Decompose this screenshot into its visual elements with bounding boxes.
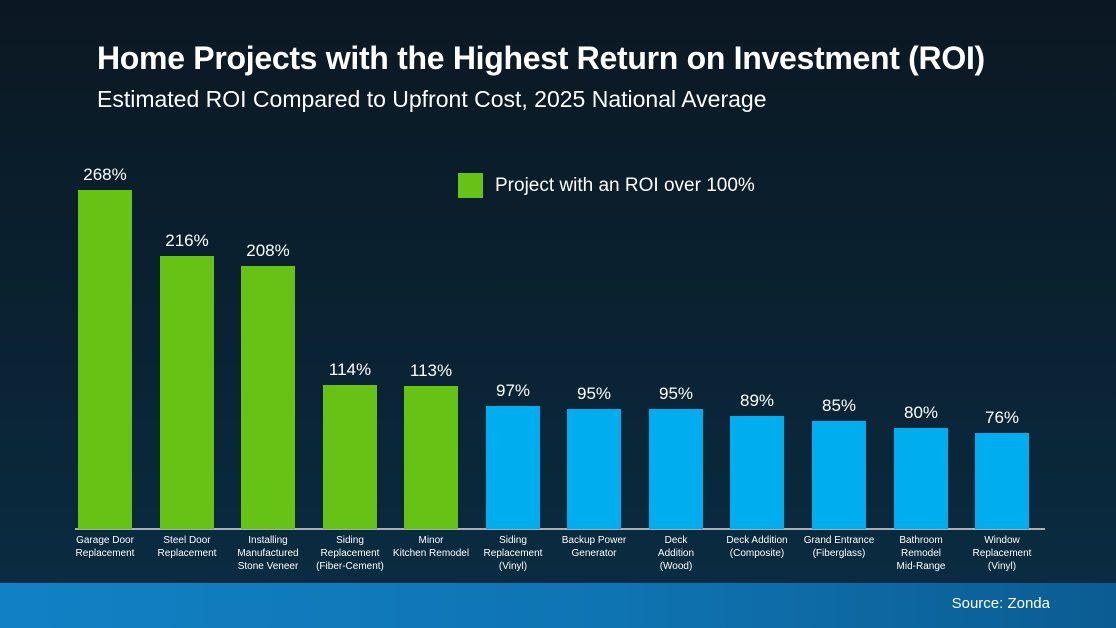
bar-value-label: 97% — [495, 381, 531, 400]
bar — [975, 433, 1029, 529]
bar-category-label: Steel Door Replacement — [157, 535, 217, 559]
bar — [894, 428, 948, 529]
bar-category-label: Deck Addition (Composite) — [726, 535, 788, 559]
bar-category-label: Garage Door Replacement — [75, 535, 135, 559]
bar-category-label: Window Replacement (Vinyl) — [972, 535, 1032, 572]
bar — [649, 409, 703, 529]
bar-value-label: 95% — [658, 384, 694, 403]
bar-value-label: 89% — [739, 391, 775, 410]
bar-category-label: Bathroom Remodel Mid-Range — [896, 535, 946, 572]
bar-value-label: 76% — [984, 408, 1020, 427]
bar — [730, 416, 784, 529]
bar — [78, 190, 132, 529]
bar-value-label: 113% — [409, 361, 453, 380]
bar-category-label: Backup Power Generator — [561, 535, 627, 559]
bar — [486, 406, 540, 529]
bar-value-label: 208% — [246, 241, 290, 260]
bar-value-label: 268% — [83, 165, 127, 184]
chart-title: Home Projects with the Highest Return on… — [97, 40, 985, 76]
bar — [812, 421, 866, 529]
bar-category-label: Deck Addition (Wood) — [657, 535, 695, 572]
source-attribution: Source: Zonda — [951, 595, 1050, 612]
bar-value-label: 80% — [903, 403, 939, 422]
bar — [241, 266, 295, 529]
bar-category-label: Grand Entrance (Fiberglass) — [803, 535, 875, 559]
legend: Project with an ROI over 100% — [458, 173, 755, 198]
bar-category-label: Siding Replacement (Fiber-Cement) — [316, 535, 384, 572]
bar — [567, 409, 621, 529]
bar — [404, 386, 458, 529]
bar-category-label: Installing Manufactured Stone Veneer — [237, 535, 299, 572]
legend-label: Project with an ROI over 100% — [495, 174, 755, 196]
bar-value-label: 114% — [328, 360, 372, 379]
bar-value-label: 216% — [165, 231, 209, 250]
bar — [160, 256, 214, 529]
bar-value-label: 95% — [576, 384, 612, 403]
footer-strip — [0, 583, 1116, 628]
chart-subtitle: Estimated ROI Compared to Upfront Cost, … — [97, 86, 767, 112]
legend-swatch-green — [458, 173, 483, 198]
bar-category-label: Siding Replacement (Vinyl) — [483, 535, 543, 572]
bar-value-label: 85% — [821, 396, 857, 415]
bar — [323, 385, 377, 529]
x-axis-line — [75, 528, 1045, 530]
bar-category-label: Minor Kitchen Remodel — [392, 535, 470, 559]
